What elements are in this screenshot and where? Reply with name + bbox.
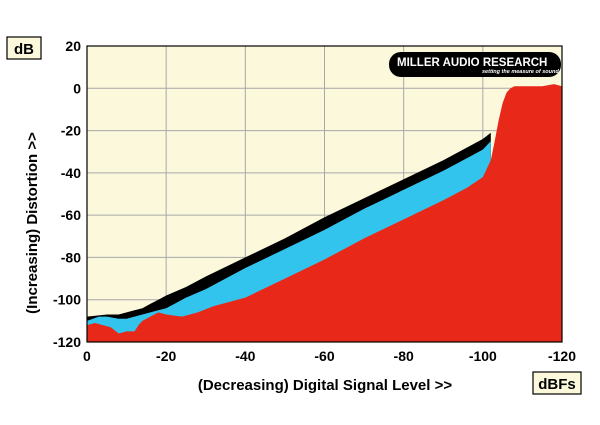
series-areas [87, 84, 562, 342]
miller-audio-research-logo: MILLER AUDIO RESEARCH setting the measur… [389, 52, 579, 77]
y-unit: dB [14, 41, 34, 58]
y-tick-label: -60 [61, 207, 81, 223]
logo-tagline: setting the measure of sound quality [482, 69, 579, 75]
y-tick-label: -100 [53, 292, 81, 308]
y-tick-label: -20 [61, 123, 81, 139]
x-unit: dBFs [538, 376, 576, 393]
y-tick-label: -80 [61, 249, 81, 265]
x-tick-label: -40 [235, 348, 255, 364]
y-axis-label: (Increasing) Distortion >> [24, 132, 41, 314]
x-tick-labels: 0 -20 -40 -60 -80 -100 -120 [83, 348, 576, 364]
y-tick-label: -120 [53, 334, 81, 350]
y-tick-label: 20 [65, 38, 81, 54]
x-tick-label: -120 [548, 348, 576, 364]
series-area-red [87, 84, 562, 342]
logo-badge [389, 52, 561, 77]
x-axis-label: (Decreasing) Digital Signal Level >> [198, 377, 452, 394]
x-tick-label: -80 [394, 348, 414, 364]
x-tick-label: -20 [156, 348, 176, 364]
plot-frame [86, 45, 563, 343]
x-tick-label: -60 [314, 348, 334, 364]
y-tick-label: 0 [73, 80, 81, 96]
x-unit-box [532, 371, 582, 395]
y-unit-box [6, 36, 42, 60]
logo-name: MILLER AUDIO RESEARCH [397, 57, 547, 69]
x-tick-label: 0 [83, 348, 91, 364]
y-tick-label: -40 [61, 165, 81, 181]
y-tick-labels: 20 0 -20 -40 -60 -80 -100 -120 [53, 38, 81, 350]
x-tick-label: -100 [469, 348, 497, 364]
